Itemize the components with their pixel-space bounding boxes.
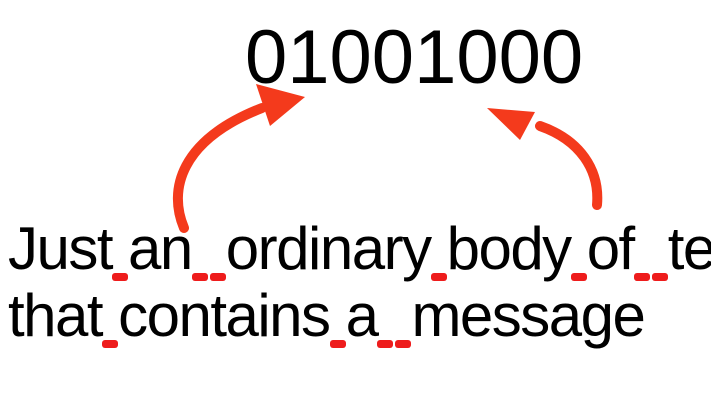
space-marker (430, 259, 447, 281)
space-dash (191, 273, 208, 281)
curved-arrow-icon-right (487, 108, 603, 210)
space-marker (633, 259, 668, 281)
space-marker (112, 259, 129, 281)
word: Just (8, 215, 114, 282)
space-dash (329, 340, 346, 348)
text-line-2: that contains a message (8, 282, 646, 349)
space-marker (102, 326, 119, 348)
space-dash (112, 273, 129, 281)
space-dash (102, 340, 119, 348)
word: body (446, 215, 573, 282)
space-marker (191, 259, 226, 281)
word: that (8, 282, 104, 349)
space-marker (329, 326, 346, 348)
space-dash (209, 273, 226, 281)
space-dash (651, 273, 668, 281)
word: a (345, 282, 379, 349)
word: contains (118, 282, 331, 349)
curved-arrow-icon-left (172, 84, 305, 233)
space-marker (570, 259, 587, 281)
word: of (586, 215, 636, 282)
space-dash (377, 340, 394, 348)
word: text (667, 215, 711, 282)
space-dash (430, 273, 447, 281)
space-marker (377, 326, 412, 348)
word: message (411, 282, 645, 349)
word: ordinary (225, 215, 432, 282)
binary-code: 01001000 (245, 15, 584, 100)
space-dash (570, 273, 587, 281)
space-dash (395, 340, 412, 348)
word: an (128, 215, 193, 282)
space-dash (633, 273, 650, 281)
